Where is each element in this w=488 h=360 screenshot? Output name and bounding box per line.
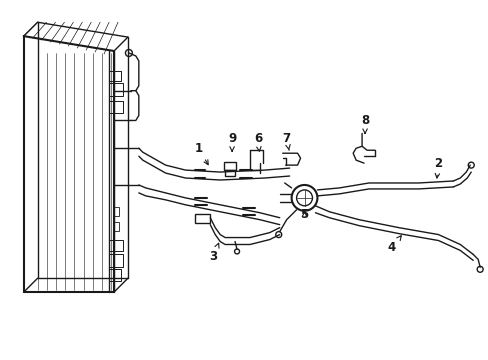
Text: 2: 2 bbox=[433, 157, 442, 178]
Bar bbox=[114, 207, 119, 216]
Text: 3: 3 bbox=[209, 243, 219, 263]
Text: 8: 8 bbox=[360, 114, 368, 133]
Text: 6: 6 bbox=[253, 132, 262, 151]
Bar bbox=[114, 222, 119, 231]
Bar bbox=[224, 162, 236, 170]
Text: 7: 7 bbox=[282, 132, 290, 150]
Text: 1: 1 bbox=[194, 142, 208, 165]
Text: 9: 9 bbox=[227, 132, 236, 151]
Bar bbox=[224, 170, 235, 176]
Text: 5: 5 bbox=[300, 208, 308, 221]
Text: 4: 4 bbox=[387, 236, 401, 254]
Bar bbox=[195, 214, 210, 223]
